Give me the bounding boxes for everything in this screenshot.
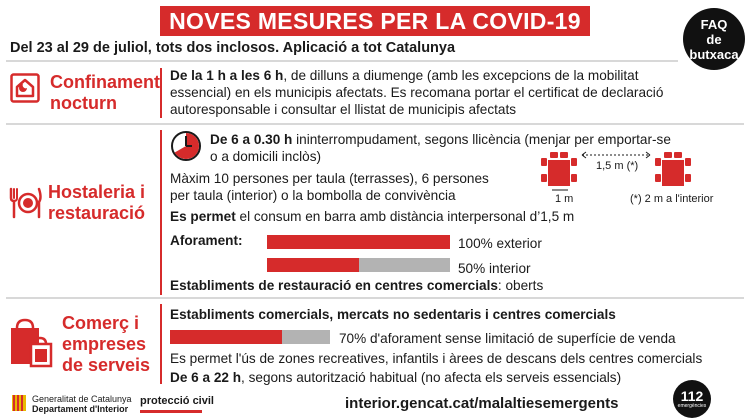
text-bold: Es permet [170, 209, 236, 224]
section-title-line: de serveis [62, 355, 151, 375]
gencat-line1: Generalitat de Catalunya [32, 394, 132, 404]
text-line: autoresponsable i consultar el llistat d… [170, 102, 517, 117]
bar-consumption-text: Es permet el consum en barra amb distànc… [170, 208, 574, 225]
table-right-icon [655, 152, 691, 186]
centres-comercials-text: Establiments de restauració en centres c… [170, 277, 543, 294]
text-span: : oberts [497, 278, 544, 293]
text-span: , segons autorització habitual (no afect… [241, 370, 622, 385]
page-subtitle: Del 23 al 29 de juliol, tots dos incloso… [10, 40, 456, 56]
aforament-exterior-bar [267, 235, 450, 249]
gencat-logo-text: Generalitat de Catalunya Departament d'I… [32, 394, 132, 414]
comerc-aforament-label: 70% d'aforament sense limitació de super… [339, 331, 676, 346]
separator [6, 123, 744, 125]
tables-distance-diagram [541, 151, 691, 191]
text-span: ininterrompudament, segons llicència (me… [292, 132, 671, 147]
faq-line3: butxaca [689, 46, 739, 62]
comerc-recreational-text: Es permet l'ús de zones recreatives, inf… [170, 351, 703, 366]
distance-label: 1 m [555, 193, 574, 205]
text-bold: Establiments de restauració en centres c… [170, 278, 498, 293]
section-title-line: Confinament [50, 72, 160, 92]
aforament-interior-fill [267, 258, 359, 272]
text-line: essencial) en els municipis afectats. Es… [170, 85, 664, 100]
text-span: , de dilluns a diumenge (amb les excepci… [283, 68, 639, 83]
section-title-line: restauració [48, 203, 146, 223]
distance-label: 1,5 m (*) [596, 160, 639, 172]
emergency-112-badge: 112 emergències [673, 380, 711, 418]
section-divider [160, 304, 162, 384]
footer-url-link[interactable]: interior.gencat.cat/malaltiesemergents [345, 395, 619, 412]
aforament-exterior-label: 100% exterior [458, 236, 542, 251]
faq-line2: de [706, 31, 722, 47]
table-left-icon [541, 152, 577, 186]
section-title-line: nocturn [50, 93, 117, 113]
confinament-text: De la 1 h a les 6 h, de dilluns a diumen… [170, 67, 663, 118]
clock-icon [171, 131, 201, 161]
section-divider [160, 68, 162, 118]
hours-bold: De la 1 h a les 6 h [170, 68, 284, 83]
house-night-icon [10, 73, 40, 103]
capacity-text: Màxim 10 persones per taula (terrasses),… [170, 170, 489, 204]
text-line: per taula (interior) o la bombolla de co… [170, 188, 456, 203]
section-title-comerc: Comerç i empreses de serveis [62, 313, 150, 376]
comerc-aforament-fill [170, 330, 282, 344]
proteccio-civil-stripe [140, 410, 202, 413]
hours-text: De 6 a 0.30 h ininterrompudament, segons… [210, 131, 671, 165]
section-divider [160, 130, 162, 295]
proteccio-civil-text: protecció civil [140, 395, 214, 407]
faq-line1: FAQ [700, 16, 728, 32]
gencat-line2: Departament d'Interior [32, 404, 129, 414]
emergency-number: 112 [680, 388, 704, 404]
aforament-exterior-fill [267, 235, 450, 249]
page-title: NOVES MESURES PER LA COVID-19 [160, 6, 590, 36]
section-title-hostaleria: Hostaleria i restauració [48, 182, 145, 224]
hours-bold: De 6 a 22 h [170, 370, 242, 385]
shopping-bags-icon [11, 318, 53, 368]
text-line: o a domicili inclòs) [210, 149, 322, 164]
aforament-interior-bar [267, 258, 450, 272]
aforament-interior-label: 50% interior [458, 261, 531, 276]
text-bold: Aforament: [170, 233, 243, 248]
comerc-establishments-text: Establiments comercials, mercats no sede… [170, 306, 616, 323]
faq-badge[interactable]: FAQ de butxaca [683, 8, 745, 70]
comerc-aforament-bar [170, 330, 330, 344]
section-title-line: Comerç i [62, 313, 140, 333]
text-span: el consum en barra amb distància interpe… [235, 209, 575, 224]
comerc-hours-text: De 6 a 22 h, segons autorització habitua… [170, 369, 621, 386]
diagram-note: (*) 2 m a l'interior [630, 193, 714, 205]
gencat-logo-icon [12, 395, 26, 411]
text-line: Màxim 10 persones per taula (terrasses),… [170, 171, 489, 186]
section-title-line: Hostaleria i [48, 182, 146, 202]
section-title-confinament: Confinament nocturn [50, 72, 160, 114]
separator [6, 60, 678, 62]
section-title-line: empreses [62, 334, 147, 354]
text-bold: Establiments comercials, mercats no sede… [170, 307, 616, 322]
separator [6, 297, 744, 299]
proteccio-civil-logo: protecció civil [140, 395, 214, 407]
emergency-label: emergències [677, 403, 707, 409]
cutlery-plate-icon [9, 187, 42, 219]
hours-bold: De 6 a 0.30 h [210, 132, 293, 147]
aforament-label: Aforament: [170, 232, 243, 249]
